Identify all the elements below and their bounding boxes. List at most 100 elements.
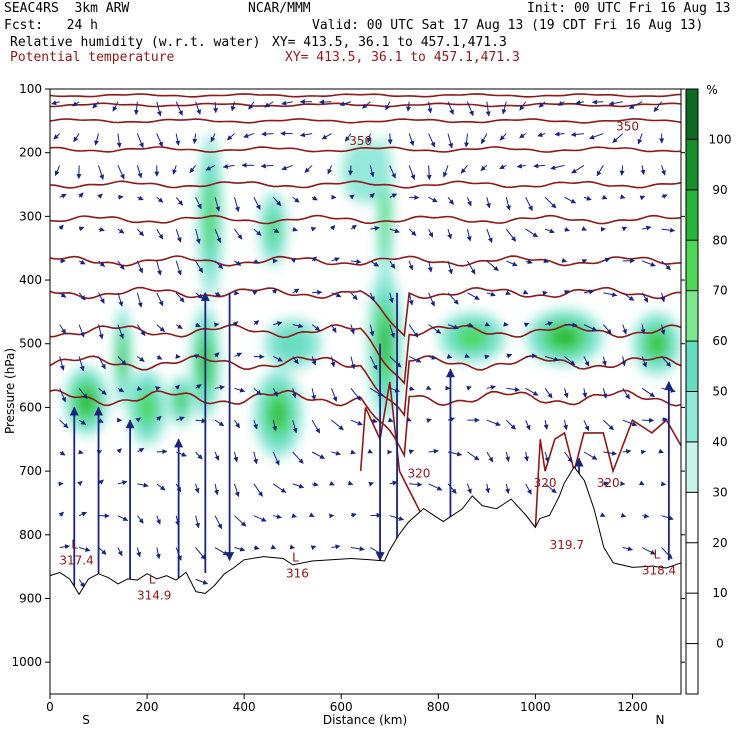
valid-time: Valid: 00 UTC Sat 17 Aug 13 (19 CDT Fri … (312, 18, 704, 33)
wind-vector (466, 101, 474, 117)
wind-vector (311, 388, 317, 401)
y-tick-label: 700 (19, 464, 42, 478)
wind-vector (525, 197, 533, 212)
y-tick-label: 400 (19, 273, 42, 287)
wind-vector (117, 194, 124, 200)
wind-vector (464, 353, 470, 358)
wind-vector (331, 292, 342, 298)
xy-rh: XY= 413.5, 36.1 to 457.1,471.3 (272, 35, 507, 50)
wind-vector (505, 451, 510, 462)
wind-vector (331, 257, 340, 262)
wind-vector (640, 449, 647, 455)
wind-vector (252, 290, 258, 296)
colorbar-tick-label: 10 (712, 586, 727, 600)
wind-vector (533, 163, 546, 169)
wind-vector (214, 419, 225, 427)
wind-vector (571, 164, 585, 174)
wind-vector (234, 546, 246, 552)
wind-vector (292, 451, 304, 464)
wind-vector (612, 133, 624, 144)
wind-vector (447, 324, 459, 330)
wind-vector (98, 356, 106, 370)
wind-vector (281, 164, 293, 171)
wind-vector (387, 417, 394, 423)
wind-vector (389, 356, 402, 368)
colorbar-tick-label: 50 (712, 385, 727, 399)
x-tick-label: 1000 (520, 700, 551, 714)
wind-vector (78, 292, 86, 301)
below-ground-mask (50, 467, 681, 694)
wind-vector (544, 228, 555, 234)
wind-vector (137, 447, 145, 453)
colorbar-swatch (686, 441, 698, 493)
wind-vector (304, 165, 313, 173)
wind-vector (538, 101, 546, 108)
wind-vector (272, 388, 278, 397)
wind-vector (466, 483, 472, 495)
wind-vector (54, 165, 61, 176)
theta-contour (50, 118, 681, 124)
y-tick-label: 900 (19, 591, 42, 605)
wind-vector (486, 260, 499, 272)
wind-vector (622, 292, 635, 301)
xy-theta: XY= 413.5, 36.1 to 457.1,471.3 (285, 50, 520, 65)
wind-vector (460, 165, 468, 174)
low-marker: L (71, 538, 78, 552)
wind-vector (486, 419, 501, 426)
wind-vector (156, 292, 164, 307)
contour-labels: 350 350 320 320 320 L 317.4 L 314.9 L 316 319.7 L 318… (59, 119, 676, 602)
wind-vector (525, 353, 538, 359)
y-tick-label: 300 (19, 209, 42, 223)
wind-vector (78, 511, 87, 517)
wind-vector (447, 260, 453, 275)
rh-blob (551, 327, 578, 347)
wind-vector (466, 260, 476, 275)
colorbar-swatch (686, 542, 698, 594)
wind-vector (369, 292, 375, 302)
wind-vector (290, 257, 297, 264)
rh-blob (178, 394, 185, 408)
wind-vector (98, 260, 105, 267)
wind-vector (292, 323, 304, 329)
wind-vector (426, 418, 432, 424)
wind-vector (642, 225, 652, 231)
surface-theta-value: 319.7 (550, 538, 584, 552)
theta-contour (50, 286, 681, 338)
wind-vector (195, 418, 207, 424)
wind-vector (428, 292, 435, 307)
wind-vector (59, 193, 67, 199)
rh-blob (120, 343, 125, 370)
wind-vector (116, 448, 122, 454)
wind-vector (467, 322, 474, 328)
wind-vector (78, 579, 85, 588)
wind-vector (581, 259, 588, 264)
wind-vector (389, 228, 400, 234)
wind-vector (116, 133, 122, 148)
wind-vector (406, 101, 412, 112)
wind-vector (570, 131, 584, 137)
wind-vector (292, 356, 299, 365)
wind-vector (272, 451, 280, 466)
wind-vector (195, 322, 201, 328)
rh-blob (272, 402, 285, 425)
wind-vector (575, 100, 585, 105)
wind-vector (622, 324, 627, 335)
wind-vector (97, 193, 103, 199)
wind-vector (156, 196, 164, 203)
wind-vector (98, 292, 105, 304)
wind-vector (466, 228, 472, 242)
end-label-south: S (82, 713, 90, 727)
wind-vector (589, 133, 604, 140)
theta-contour (50, 93, 681, 98)
wind-vector (486, 384, 496, 390)
low-marker: L (292, 550, 299, 564)
wind-vector (499, 133, 507, 141)
wind-vector (480, 165, 488, 171)
wind-vector (428, 354, 437, 360)
wind-vector (176, 416, 185, 422)
wind-vector (234, 515, 247, 527)
wind-vector (628, 101, 643, 109)
wind-vector (156, 354, 163, 360)
wind-vector (525, 228, 538, 238)
wind-vector (641, 387, 655, 398)
